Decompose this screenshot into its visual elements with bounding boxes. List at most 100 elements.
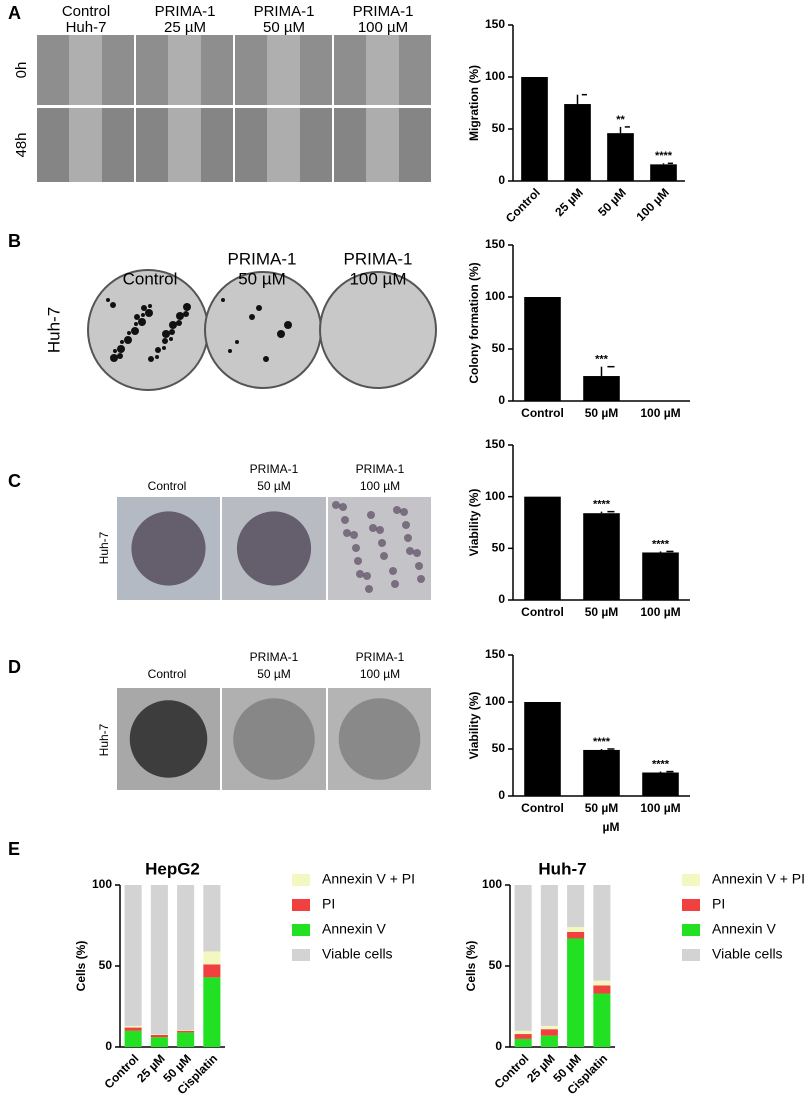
y-tick-label: 100 — [485, 694, 505, 708]
legend-label: Viable cells — [322, 946, 393, 962]
colony — [110, 302, 116, 308]
legend-label: Annexin V + PI — [712, 871, 805, 887]
bar-segment — [124, 1027, 142, 1031]
image-column-label: PRIMA-1 — [250, 650, 299, 664]
x-tick-label: 100 µM — [633, 185, 671, 223]
bar-segment — [124, 885, 142, 1026]
y-tick-label: 50 — [492, 541, 506, 555]
cell-cluster — [332, 501, 340, 509]
bar-segment — [150, 885, 168, 1035]
legend-label: Annexin V — [322, 921, 386, 937]
colony — [162, 330, 170, 338]
y-axis-label: Colony formation (%) — [467, 262, 481, 383]
significance-label: **** — [652, 538, 670, 550]
bar-segment — [150, 1037, 168, 1047]
cell-cluster — [391, 580, 399, 588]
bar-segment — [150, 1034, 168, 1038]
image-column-label: 50 µM — [257, 667, 291, 681]
cell-cluster — [354, 557, 362, 565]
micrograph — [328, 497, 431, 600]
y-axis-label: Cells (%) — [74, 941, 88, 992]
colony — [141, 313, 145, 317]
y-tick-label: 150 — [485, 17, 505, 31]
panel-letter: A — [8, 3, 21, 23]
cell-cluster — [339, 503, 347, 511]
bar-segment — [567, 885, 585, 928]
x-tick-label: Control — [521, 406, 564, 420]
bar — [524, 702, 561, 796]
wound-area — [267, 35, 300, 105]
panel-letter: B — [8, 231, 21, 251]
legend-swatch — [292, 899, 310, 911]
x-tick-label: Control — [503, 185, 543, 225]
colony — [183, 303, 191, 311]
bar-segment — [540, 885, 558, 1026]
cell-cluster — [343, 529, 351, 537]
image-row-label: 0h — [13, 62, 30, 79]
cell-cluster — [417, 575, 425, 583]
bar-segment — [593, 985, 611, 994]
bar-segment — [593, 980, 611, 986]
y-tick-label: 100 — [482, 877, 502, 891]
legend-label: PI — [322, 896, 335, 912]
bar-segment — [567, 927, 585, 932]
bar — [583, 513, 620, 600]
colony — [176, 320, 182, 326]
bar — [524, 297, 561, 401]
cell-cluster — [376, 526, 384, 534]
bar-segment — [540, 1029, 558, 1036]
legend-swatch — [682, 874, 700, 886]
x-axis-label: µM — [603, 820, 620, 834]
chart-title: Huh-7 — [538, 859, 586, 878]
x-tick-label: 100 µM — [640, 406, 680, 420]
y-tick-label: 50 — [492, 741, 506, 755]
y-tick-label: 50 — [492, 341, 506, 355]
y-axis-label: Viability (%) — [467, 489, 481, 557]
colony — [249, 314, 255, 320]
bar — [607, 133, 634, 181]
colony — [256, 305, 262, 311]
bar-segment — [203, 964, 221, 978]
significance-label: **** — [593, 736, 611, 748]
cell-cluster — [380, 552, 388, 560]
colony — [127, 331, 131, 335]
x-tick-label: 50 µM — [595, 185, 629, 219]
significance-label: *** — [595, 354, 609, 366]
colony — [169, 337, 173, 341]
wound-area — [69, 35, 102, 105]
cell-cluster — [369, 524, 377, 532]
bar-segment — [203, 885, 221, 952]
y-tick-label: 0 — [105, 1039, 112, 1053]
panel-letter: C — [8, 471, 21, 491]
cell-line-label: Huh-7 — [44, 307, 63, 353]
spheroid — [338, 698, 421, 780]
image-column-label: Control — [123, 269, 178, 288]
colony — [263, 356, 269, 362]
wound-area — [168, 108, 201, 182]
image-column-label: PRIMA-1 — [353, 3, 414, 20]
bar — [583, 749, 620, 796]
cell-cluster — [393, 506, 401, 514]
image-column-label: PRIMA-1 — [254, 3, 315, 20]
bar — [521, 77, 548, 181]
bar-segment — [150, 1034, 168, 1035]
wound-area — [366, 35, 399, 105]
x-tick-label: 100 µM — [640, 605, 680, 619]
x-tick-label: 50 µM — [585, 406, 619, 420]
spheroid — [129, 700, 208, 778]
y-tick-label: 0 — [495, 1039, 502, 1053]
spheroid — [233, 698, 315, 780]
legend-swatch — [682, 949, 700, 961]
cell-cluster — [367, 511, 375, 519]
colony — [117, 345, 125, 353]
bar-segment — [177, 1029, 195, 1031]
image-column-label: PRIMA-1 — [344, 249, 413, 268]
cell-cluster — [356, 570, 364, 578]
image-column-label: PRIMA-1 — [155, 3, 216, 20]
wound-area — [366, 108, 399, 182]
y-tick-label: 0 — [498, 592, 505, 606]
colony — [228, 349, 232, 353]
colony — [113, 349, 117, 353]
bar-segment — [540, 1035, 558, 1047]
image-column-label: 50 µM — [257, 479, 291, 493]
